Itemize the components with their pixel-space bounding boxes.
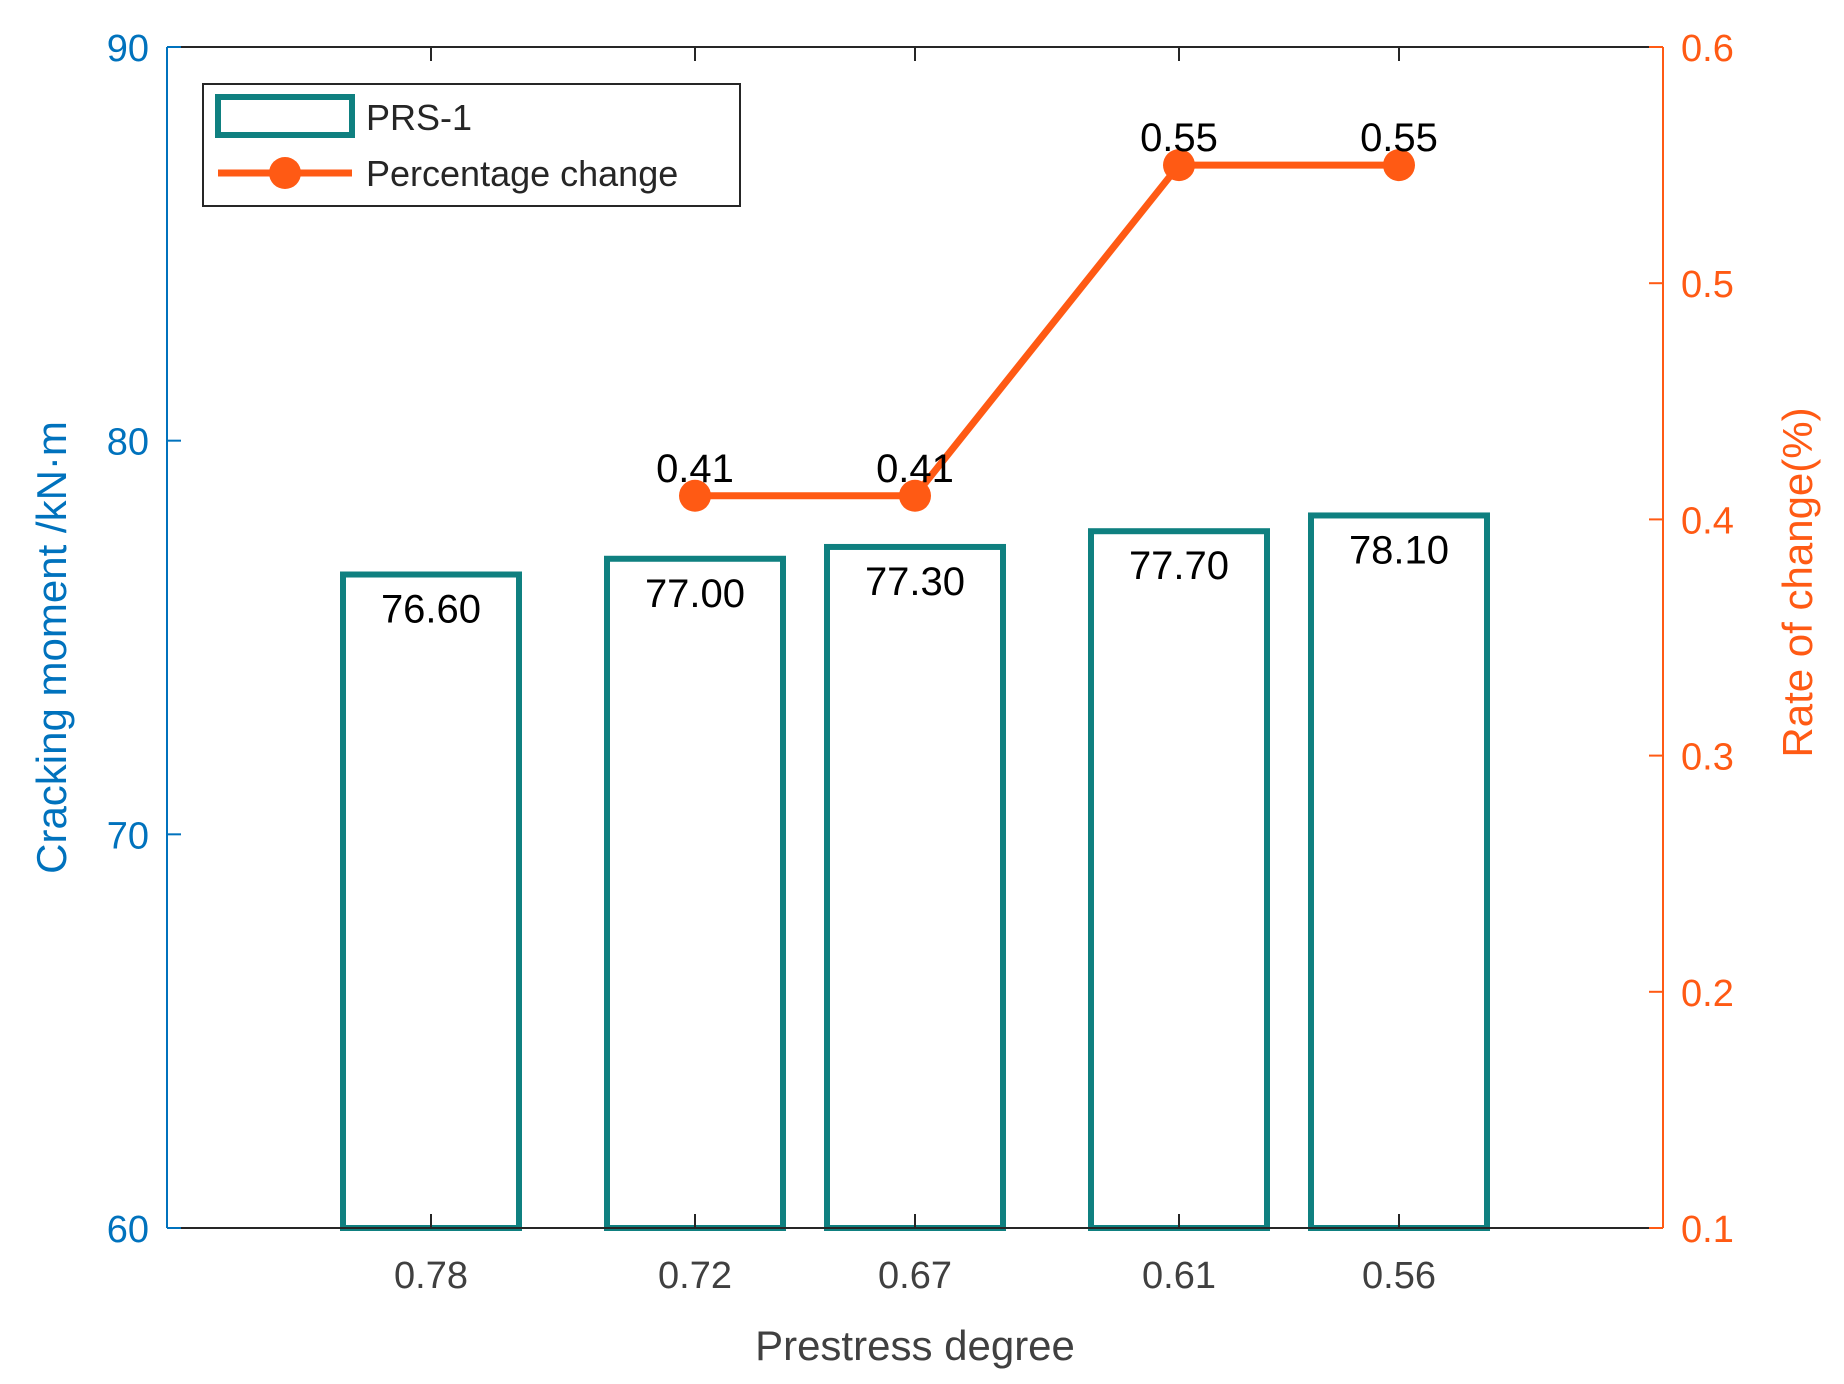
bar-data-label: 77.00 — [645, 572, 745, 616]
legend: PRS-1 Percentage change — [202, 83, 741, 207]
axes-layer: 0.78 0.72 0.67 0.61 0.56 60 70 80 90 0.1 0.2 0.3 0.4… — [107, 28, 1734, 1297]
bar-0.56 — [1308, 512, 1490, 1231]
bars-layer: 76.60 77.00 77.30 77.70 78.10 — [340, 512, 1490, 1231]
percentage-change-line — [695, 161, 1399, 500]
y-right-axis-label: Rate of change(%) — [1774, 407, 1821, 757]
x-tick-label: 0.61 — [1142, 1255, 1216, 1297]
y-left-tick-label: 70 — [107, 815, 149, 857]
line-point-0.56 — [1383, 149, 1415, 182]
x-tick-label: 0.56 — [1362, 1255, 1436, 1297]
bar-0.72 — [604, 555, 786, 1231]
bar-0.67 — [824, 543, 1006, 1231]
legend-line-label: Percentage change — [366, 153, 678, 194]
line-layer: 0.41 0.41 0.55 0.55 — [656, 116, 1438, 512]
y-right-tick-label: 0.1 — [1681, 1209, 1734, 1251]
y-right-tick-label: 0.3 — [1681, 737, 1734, 779]
y-right-tick-label: 0.6 — [1681, 28, 1734, 70]
y-right-tick-label: 0.5 — [1681, 264, 1734, 306]
line-data-label: 0.55 — [1360, 116, 1438, 160]
y-left-axis-label: Cracking moment /kN·m — [28, 421, 75, 874]
bar-0.61 — [1088, 528, 1270, 1231]
legend-line-marker — [269, 157, 301, 189]
bar-0.78 — [340, 571, 522, 1231]
y-left-tick-label: 60 — [107, 1209, 149, 1251]
y-right-tick-label: 0.2 — [1681, 973, 1734, 1015]
x-tick-label: 0.67 — [878, 1255, 952, 1297]
line-point-0.67 — [899, 479, 931, 512]
bar-data-label: 77.70 — [1129, 544, 1229, 588]
legend-bar-label: PRS-1 — [366, 97, 472, 138]
line-data-label: 0.41 — [656, 447, 734, 491]
legend-bar-swatch — [215, 94, 355, 138]
y-left-tick-label: 80 — [107, 422, 149, 464]
line-data-label: 0.41 — [876, 447, 954, 491]
bar-data-label: 76.60 — [381, 588, 481, 632]
y-right-tick-label: 0.4 — [1681, 500, 1734, 542]
line-point-0.61 — [1163, 149, 1195, 182]
x-tick-label: 0.72 — [658, 1255, 732, 1297]
y-left-tick-label: 90 — [107, 28, 149, 70]
bar-data-label: 78.10 — [1349, 528, 1449, 572]
line-point-0.72 — [679, 479, 711, 512]
x-tick-label: 0.78 — [394, 1255, 468, 1297]
line-data-label: 0.55 — [1140, 116, 1218, 160]
x-axis-label: Prestress degree — [755, 1322, 1075, 1369]
bar-data-label: 77.30 — [865, 560, 965, 604]
